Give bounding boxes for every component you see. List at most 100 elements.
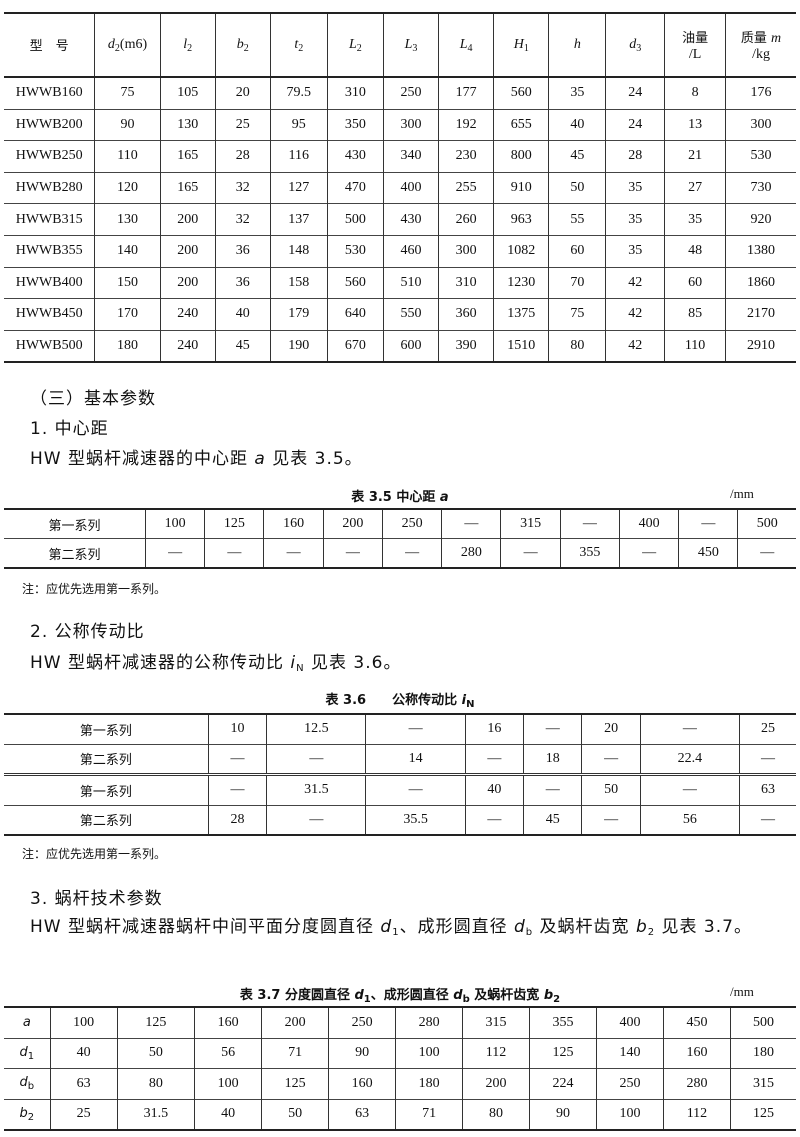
table-cell: —	[639, 713, 740, 744]
table-cell: 25	[739, 713, 796, 744]
table-cell: 500	[737, 508, 796, 539]
table-cell: 28	[605, 140, 665, 173]
table-cell: 160	[662, 1037, 731, 1069]
table-cell: 75	[548, 298, 606, 331]
table-cell: 90	[529, 1098, 597, 1130]
table-cell: 148	[269, 234, 328, 268]
table-cell: 8	[664, 76, 726, 110]
row-label: 第一系列	[4, 508, 146, 539]
table-cell: 31.5	[266, 773, 366, 805]
subscript: 2	[187, 42, 193, 54]
table-row: 第一系列 10 12.5—16—20—25	[4, 713, 796, 744]
table-cell: 63	[739, 773, 796, 805]
table-cell: 160	[263, 508, 324, 539]
subscript: 2	[647, 927, 656, 938]
table-row: 第一系列 —31.5—40—50—63	[4, 773, 796, 805]
column-header: l2	[159, 13, 216, 78]
table-cell: 36	[214, 234, 271, 268]
s3-paragraph: HW 型蜗杆减速器蜗杆中间平面分度圆直径 d1、成形圆直径 db 及蜗杆齿宽 b…	[8, 912, 788, 948]
table-cell: 430	[382, 203, 439, 236]
table-cell: 130	[159, 108, 216, 141]
symbol: L	[459, 36, 468, 52]
table-cell: 27	[664, 171, 726, 204]
table-cell: 280	[441, 538, 501, 568]
table-cell: 180	[94, 329, 161, 363]
table-cell: —	[581, 743, 641, 775]
text-run: 、成形圆直径	[399, 917, 514, 937]
symbol: a	[439, 490, 449, 505]
table-cell: 125	[261, 1068, 329, 1099]
table-cell: 130	[94, 203, 161, 236]
table-3-7: a 100 125 160 200 250 280 315 355 400 450 500 d1 40 50…	[4, 1006, 796, 1131]
table-cell: 80	[462, 1098, 530, 1130]
table-cell: 450	[662, 1006, 731, 1038]
table-cell: 10	[207, 713, 267, 744]
table-cell: 31.5	[116, 1098, 195, 1130]
column-header: L4	[438, 13, 494, 78]
subscript: N	[296, 663, 305, 674]
table-cell: 56	[639, 804, 740, 835]
table-cell: 40	[464, 773, 524, 805]
table-cell: —	[581, 804, 641, 835]
table-cell: 200	[159, 266, 216, 299]
section-heading: （三）基本参数	[30, 389, 156, 409]
s1-heading: 1. 中心距	[30, 419, 109, 439]
table-cell: 112	[662, 1098, 731, 1130]
table-cell: —	[739, 804, 796, 835]
table-cell: 200	[261, 1006, 329, 1038]
table-row: HWWB280 120 165 32 127 470 400 255 910 50 35 27 730	[4, 171, 796, 204]
table-3-5: 第一系列 100 125 160 200 250—315—400—500 第二系列 — — — — —…	[4, 508, 796, 569]
table-cell: 190	[269, 329, 328, 363]
table-cell: 730	[725, 171, 796, 204]
table-cell: —	[737, 538, 796, 568]
column-header: b2	[214, 13, 271, 78]
table-cell: 920	[725, 203, 796, 236]
symbol: L	[348, 36, 357, 52]
table-cell: 24	[605, 108, 665, 141]
table-cell: 48	[664, 234, 726, 268]
table-cell: 13	[664, 108, 726, 141]
table-cell: 20	[581, 713, 641, 744]
table-cell: 100	[144, 508, 205, 539]
table-row: HWWB500 180 240 45 190 670 600 390 1510 80 42 110 29…	[4, 329, 796, 363]
table-row: b2 25 31.5 40 50 63 71 80 90 100 112 125	[4, 1098, 796, 1130]
table-cell: 240	[159, 298, 216, 331]
table-cell: 180	[729, 1037, 796, 1069]
column-header: t2	[269, 13, 328, 78]
text-run: 见表 3.5。	[265, 449, 363, 469]
table-cell: 125	[729, 1098, 796, 1130]
table-cell: 100	[395, 1037, 463, 1069]
table-cell: 25	[214, 108, 271, 141]
header-suffix: (m6)	[119, 36, 148, 52]
table-cell: 530	[326, 234, 384, 268]
symbol: d	[107, 36, 115, 52]
table-cell: 75	[94, 76, 161, 110]
text-run: HW 型蜗杆减速器的中心距	[30, 449, 255, 469]
table-cell: 125	[204, 508, 264, 539]
table-row: HWWB250 110 165 28 116 430 340 230 800 45 28 21 530	[4, 140, 796, 173]
table-cell: HWWB450	[4, 298, 95, 331]
table-cell: 42	[605, 266, 665, 299]
table-cell: 460	[382, 234, 439, 268]
table-cell: 165	[159, 140, 216, 173]
table-cell: 28	[214, 140, 271, 173]
table-cell: 95	[269, 108, 328, 141]
symbol: d	[19, 1044, 28, 1060]
table-cell: 192	[438, 108, 494, 141]
table-cell: —	[266, 804, 366, 835]
table-cell: 32	[214, 171, 271, 204]
subscript: 2	[298, 42, 304, 54]
text-run: 表 3.6 公称传动比	[325, 693, 462, 708]
table-cell: —	[678, 508, 738, 539]
table-cell: 70	[548, 266, 606, 299]
subscript: 2	[27, 1111, 35, 1123]
table-cell: 50	[116, 1037, 195, 1069]
table-cell: 50	[581, 773, 641, 805]
header-text: 油量	[682, 31, 709, 46]
table-cell: 310	[438, 266, 494, 299]
table-cell: 90	[328, 1037, 396, 1069]
table-cell: —	[207, 773, 267, 805]
table-cell: 315	[729, 1068, 796, 1099]
subscript: 1	[392, 927, 400, 938]
table-cell: 250	[381, 508, 442, 539]
